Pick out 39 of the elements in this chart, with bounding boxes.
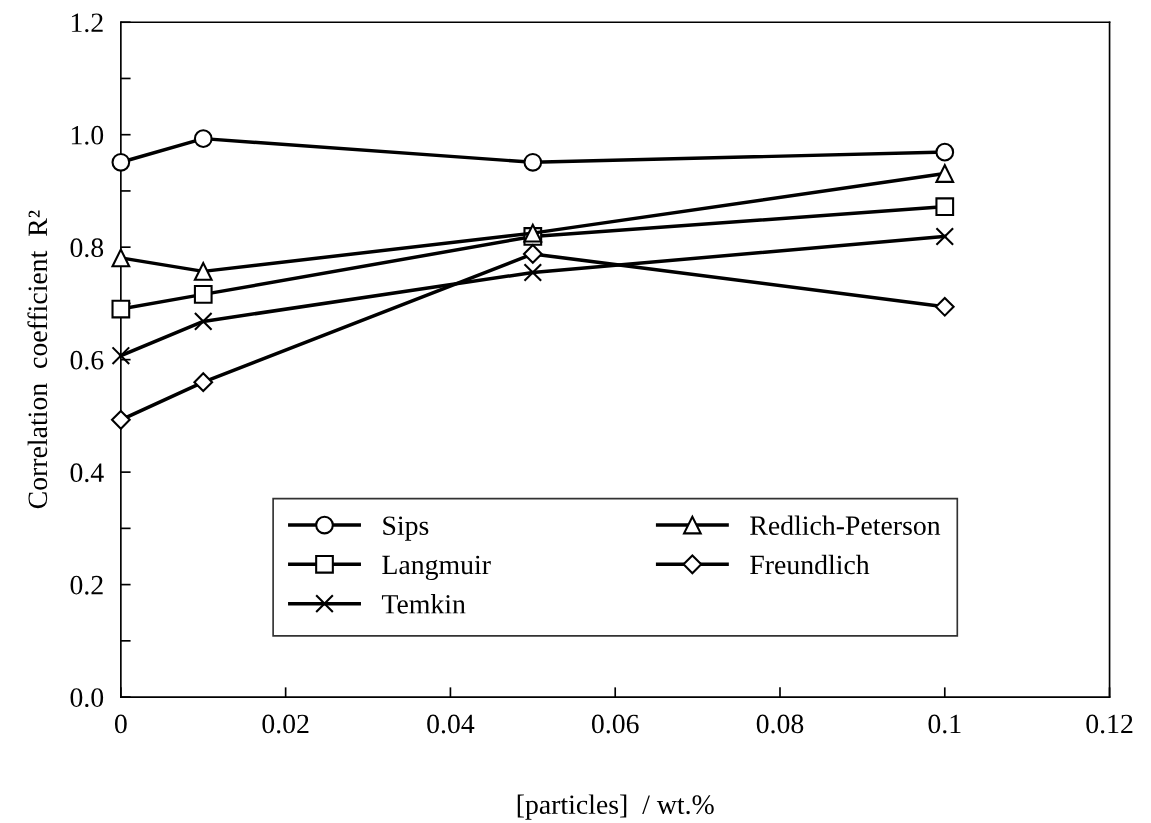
- point: [111, 152, 131, 172]
- y-axis-title: Correlation coefficient R²: [27, 210, 48, 509]
- point: [111, 248, 131, 268]
- point: [935, 164, 955, 183]
- legend-label: Redlich-Peterson: [750, 515, 941, 536]
- x-tick-label: 0.06: [591, 714, 639, 734]
- point: [193, 261, 213, 281]
- x-tick-label: 0: [114, 714, 127, 734]
- point: [523, 152, 543, 172]
- point: [111, 299, 131, 319]
- point: [110, 409, 131, 430]
- y-tick-label: 0.8: [70, 238, 104, 258]
- y-tick-label: 0.6: [70, 350, 104, 370]
- x-tick-label: 0.08: [756, 714, 804, 734]
- legend-label: Temkin: [381, 594, 466, 614]
- legend-label: Sips: [383, 516, 429, 541]
- point: [935, 142, 955, 162]
- x-tick-label: 0.02: [262, 714, 309, 734]
- point: [193, 285, 213, 304]
- y-tick-label: 0.2: [70, 575, 103, 595]
- point: [111, 346, 131, 366]
- legend-label: Langmuir: [382, 555, 491, 581]
- y-tick-label: 1.2: [71, 13, 103, 33]
- x-tick-label: 0.12: [1086, 714, 1133, 734]
- point: [934, 296, 955, 317]
- x-axis-title: [particles] / wt.%: [517, 794, 714, 820]
- point: [522, 244, 543, 264]
- point: [935, 197, 955, 217]
- point: [193, 372, 214, 393]
- point: [935, 227, 955, 246]
- x-tick-label: 0.04: [427, 714, 475, 734]
- x-tick-label: 0.1: [928, 714, 961, 734]
- point: [193, 129, 213, 149]
- y-tick-label: 1.0: [71, 125, 104, 145]
- legend-label: Freundlich: [750, 554, 870, 575]
- y-tick-label: 0.4: [70, 463, 104, 483]
- point: [193, 312, 213, 331]
- y-tick-label: 0.0: [70, 688, 104, 708]
- point: [523, 263, 543, 282]
